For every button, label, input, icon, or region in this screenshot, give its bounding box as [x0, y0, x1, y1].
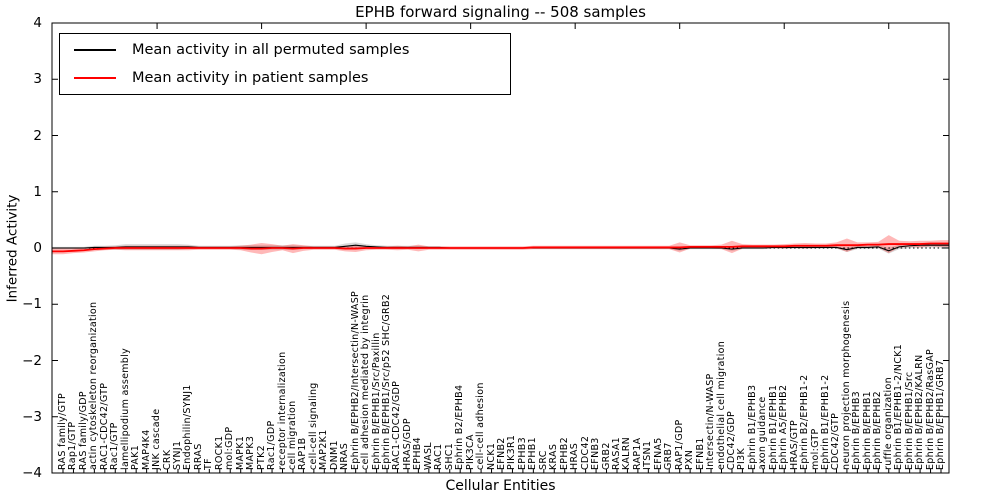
y-tick-label: 0 — [33, 240, 42, 256]
y-tick-label: −3 — [22, 408, 42, 425]
legend: Mean activity in all permuted samples Me… — [59, 33, 511, 95]
y-tick-label: −1 — [22, 296, 42, 313]
legend-item-patient: Mean activity in patient samples — [60, 65, 510, 91]
series-band-patient — [52, 235, 949, 255]
series-line-patient — [52, 242, 949, 253]
legend-item-permuted: Mean activity in all permuted samples — [60, 37, 510, 63]
y-tick-label: 4 — [33, 15, 42, 31]
legend-label-patient: Mean activity in patient samples — [132, 70, 369, 87]
y-tick-label: −2 — [22, 352, 42, 369]
y-tick-label: 1 — [33, 183, 42, 200]
chart-title: EPHB forward signaling -- 508 samples — [355, 3, 646, 21]
y-tick-label: 3 — [33, 71, 42, 88]
x-axis-title: Cellular Entities — [445, 478, 556, 494]
y-tick-label: −4 — [22, 465, 42, 481]
legend-line-sample-patient — [74, 77, 116, 80]
legend-label-permuted: Mean activity in all permuted samples — [132, 41, 410, 58]
y-tick-label: 2 — [33, 127, 42, 144]
y-axis-tick-labels: 4 3 2 1 0 −1 −2 −3 −4 — [0, 0, 46, 500]
legend-line-sample-permuted — [74, 48, 116, 51]
